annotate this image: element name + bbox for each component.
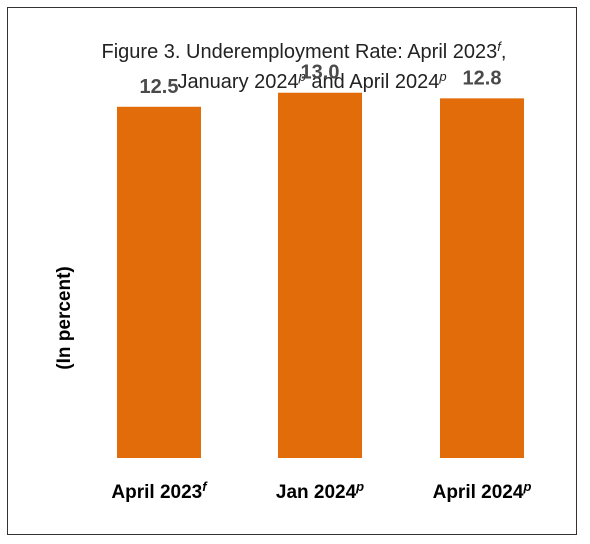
category-label-2: Jan 2024p (276, 479, 364, 503)
bar-2 (278, 92, 362, 458)
bars-group (117, 92, 524, 458)
chart-title-line-2: January 2024p and April 2024p (177, 69, 446, 93)
bar-1 (117, 106, 201, 458)
value-label-3: 12.8 (463, 67, 502, 89)
value-label-1: 12.5 (140, 76, 179, 98)
chart-title-line-1: Figure 3. Underemployment Rate: April 20… (102, 39, 507, 63)
value-label-2: 13.0 (301, 62, 340, 84)
bar-3 (440, 98, 524, 458)
y-axis-label: (In percent) (54, 266, 75, 369)
category-label-1: April 2023f (111, 479, 208, 503)
value-labels-group: 12.5 13.0 12.8 (140, 62, 502, 98)
category-labels-group: April 2023f Jan 2024p April 2024p (111, 479, 531, 503)
category-label-3: April 2024p (433, 479, 532, 503)
